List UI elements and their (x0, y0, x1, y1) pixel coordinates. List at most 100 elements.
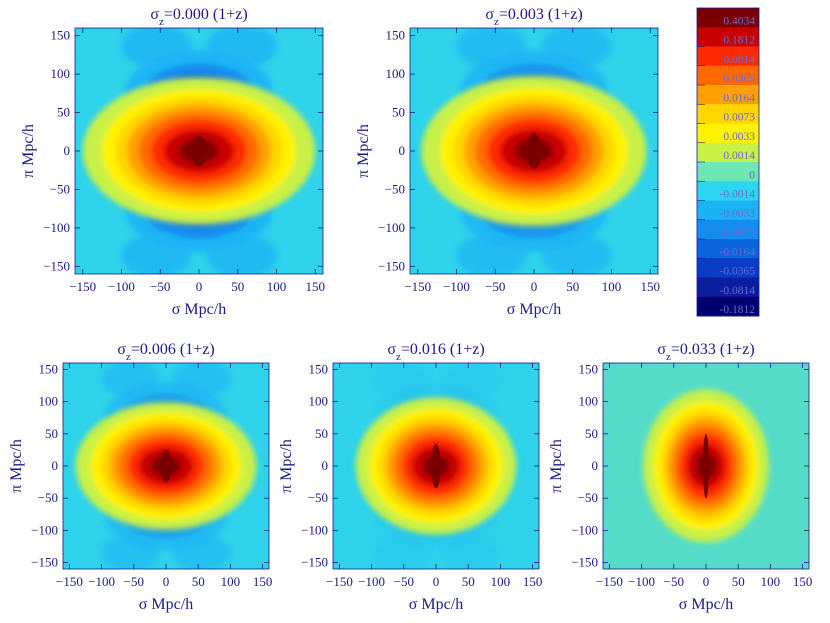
x-tick-label: 100 (267, 279, 287, 294)
colorbar-label: 0 (749, 169, 755, 181)
y-axis-label: π Mpc/h (548, 439, 565, 493)
y-tick-label: −50 (578, 490, 598, 505)
colorbar-band (697, 123, 759, 144)
colorbar-label: -0.0814 (720, 285, 756, 297)
outer-arc (101, 534, 231, 569)
y-tick-label: −150 (43, 258, 70, 273)
panel-title: σz=0.003 (1+z) (485, 6, 582, 28)
x-tick-label: 0 (531, 279, 538, 294)
y-tick-label: 50 (585, 426, 598, 441)
colorbar-band (697, 46, 759, 67)
axes: −150 −100 −50 0 50 100 150 −150 −100 −50 0 50 100 150 (43, 28, 325, 294)
outer-arc (121, 28, 277, 69)
x-tick-label: 50 (231, 279, 244, 294)
x-axis-label: σ Mpc/h (172, 301, 226, 318)
x-tick-label: −150 (596, 574, 623, 589)
y-tick-label: 100 (386, 66, 406, 81)
x-tick-label: −50 (394, 574, 414, 589)
x-tick-label: 150 (793, 574, 813, 589)
colorbar-label: 0.1812 (723, 35, 755, 47)
panel-5: −150 −100 −50 0 50 100 150 −150 −100 −50 0 50 100 150… (548, 341, 812, 613)
x-tick-label: 100 (761, 574, 781, 589)
x-tick-label: 0 (196, 279, 203, 294)
panel-3: −150 −100 −50 0 50 100 150 −150 −100 −50 0 50 100 150… (8, 341, 272, 613)
y-tick-label: 150 (386, 28, 406, 43)
outer-arc (371, 363, 501, 398)
x-axis-label: σ Mpc/h (507, 301, 561, 318)
x-tick-label: −150 (326, 574, 353, 589)
central-spike (526, 133, 542, 169)
outer-arc (101, 363, 231, 398)
x-tick-label: 100 (221, 574, 241, 589)
y-tick-label: 0 (592, 458, 599, 473)
heatmap (333, 363, 539, 569)
heatmap (603, 363, 809, 569)
colorbar-band (697, 85, 759, 105)
colorbar-band (697, 8, 759, 28)
colorbar-band (697, 162, 759, 182)
axes: −150 −100 −50 0 50 100 150 −150 −100 −50 0 50 100 150 (378, 28, 660, 294)
colorbar-band (697, 181, 759, 201)
panel-2: −150 −100 −50 0 50 100 150 −150 −100 −50 0 50 100 150… (355, 6, 660, 318)
colorbar-band (697, 258, 759, 278)
x-tick-label: −100 (88, 574, 115, 589)
y-tick-label: 50 (392, 105, 405, 120)
x-tick-label: −100 (628, 574, 655, 589)
colorbar-band (697, 277, 759, 298)
colorbar: 0.4034 0.1812 0.0814 0.0365 0.0164 0.0073 0.00… (696, 7, 760, 317)
heatmap (63, 363, 269, 569)
colorbar-band (697, 296, 759, 317)
colorbar-label: 0.0073 (723, 112, 755, 124)
heatmap (410, 28, 658, 274)
panel-title: σz=0.033 (1+z) (657, 341, 754, 363)
colorbar-band (697, 200, 759, 221)
x-tick-label: 150 (641, 279, 661, 294)
colorbar-label: 0.0033 (723, 131, 755, 143)
x-tick-label: 0 (703, 574, 710, 589)
x-axis-label: σ Mpc/h (409, 596, 463, 613)
colorbar-band (697, 142, 759, 163)
x-tick-label: 50 (566, 279, 579, 294)
colorbar-label: -0.0164 (720, 246, 756, 258)
y-tick-label: −150 (31, 555, 58, 570)
colorbar-label: -0.0365 (720, 266, 756, 278)
y-tick-label: 150 (39, 361, 59, 376)
y-tick-label: 150 (579, 361, 599, 376)
central-spike (160, 449, 172, 483)
x-tick-label: −100 (443, 279, 470, 294)
colorbar-band (697, 27, 759, 47)
y-tick-label: −150 (571, 555, 598, 570)
y-tick-label: −100 (571, 522, 598, 537)
y-axis-label: π Mpc/h (278, 439, 295, 493)
panel-title: σz=0.016 (1+z) (387, 341, 484, 363)
y-tick-label: 0 (399, 143, 406, 158)
colorbar-label: -0.0014 (720, 189, 756, 201)
y-tick-label: 0 (322, 458, 329, 473)
panel-4: −150 −100 −50 0 50 100 150 −150 −100 −50 0 50 100 150… (278, 341, 542, 613)
y-tick-label: −100 (378, 220, 405, 235)
colorbar-label: 0.0164 (723, 92, 755, 104)
axes: −150 −100 −50 0 50 100 150 −150 −100 −50 0 50 100 150 (301, 361, 542, 589)
x-tick-label: 150 (306, 279, 326, 294)
colorbar-label: 0.0814 (723, 54, 755, 66)
outer-arc (456, 28, 612, 69)
y-axis-label: π Mpc/h (8, 439, 25, 493)
y-tick-label: −100 (301, 522, 328, 537)
x-tick-label: 0 (433, 574, 440, 589)
y-tick-label: 50 (57, 105, 70, 120)
outer-arc (121, 233, 277, 274)
colorbar-band (697, 219, 759, 240)
y-tick-label: 150 (309, 361, 329, 376)
x-tick-label: 150 (523, 574, 543, 589)
panel-1: −150 −100 −50 0 50 100 150 −150 −100 −50 0 50 100 150… (20, 6, 325, 318)
y-tick-label: 0 (64, 143, 71, 158)
x-tick-label: 100 (491, 574, 511, 589)
central-spike (431, 443, 441, 489)
x-axis-label: σ Mpc/h (139, 596, 193, 613)
y-tick-label: 50 (315, 426, 328, 441)
x-tick-label: −50 (124, 574, 144, 589)
x-tick-label: −100 (358, 574, 385, 589)
x-axis-label: σ Mpc/h (679, 596, 733, 613)
x-tick-label: −50 (150, 279, 170, 294)
